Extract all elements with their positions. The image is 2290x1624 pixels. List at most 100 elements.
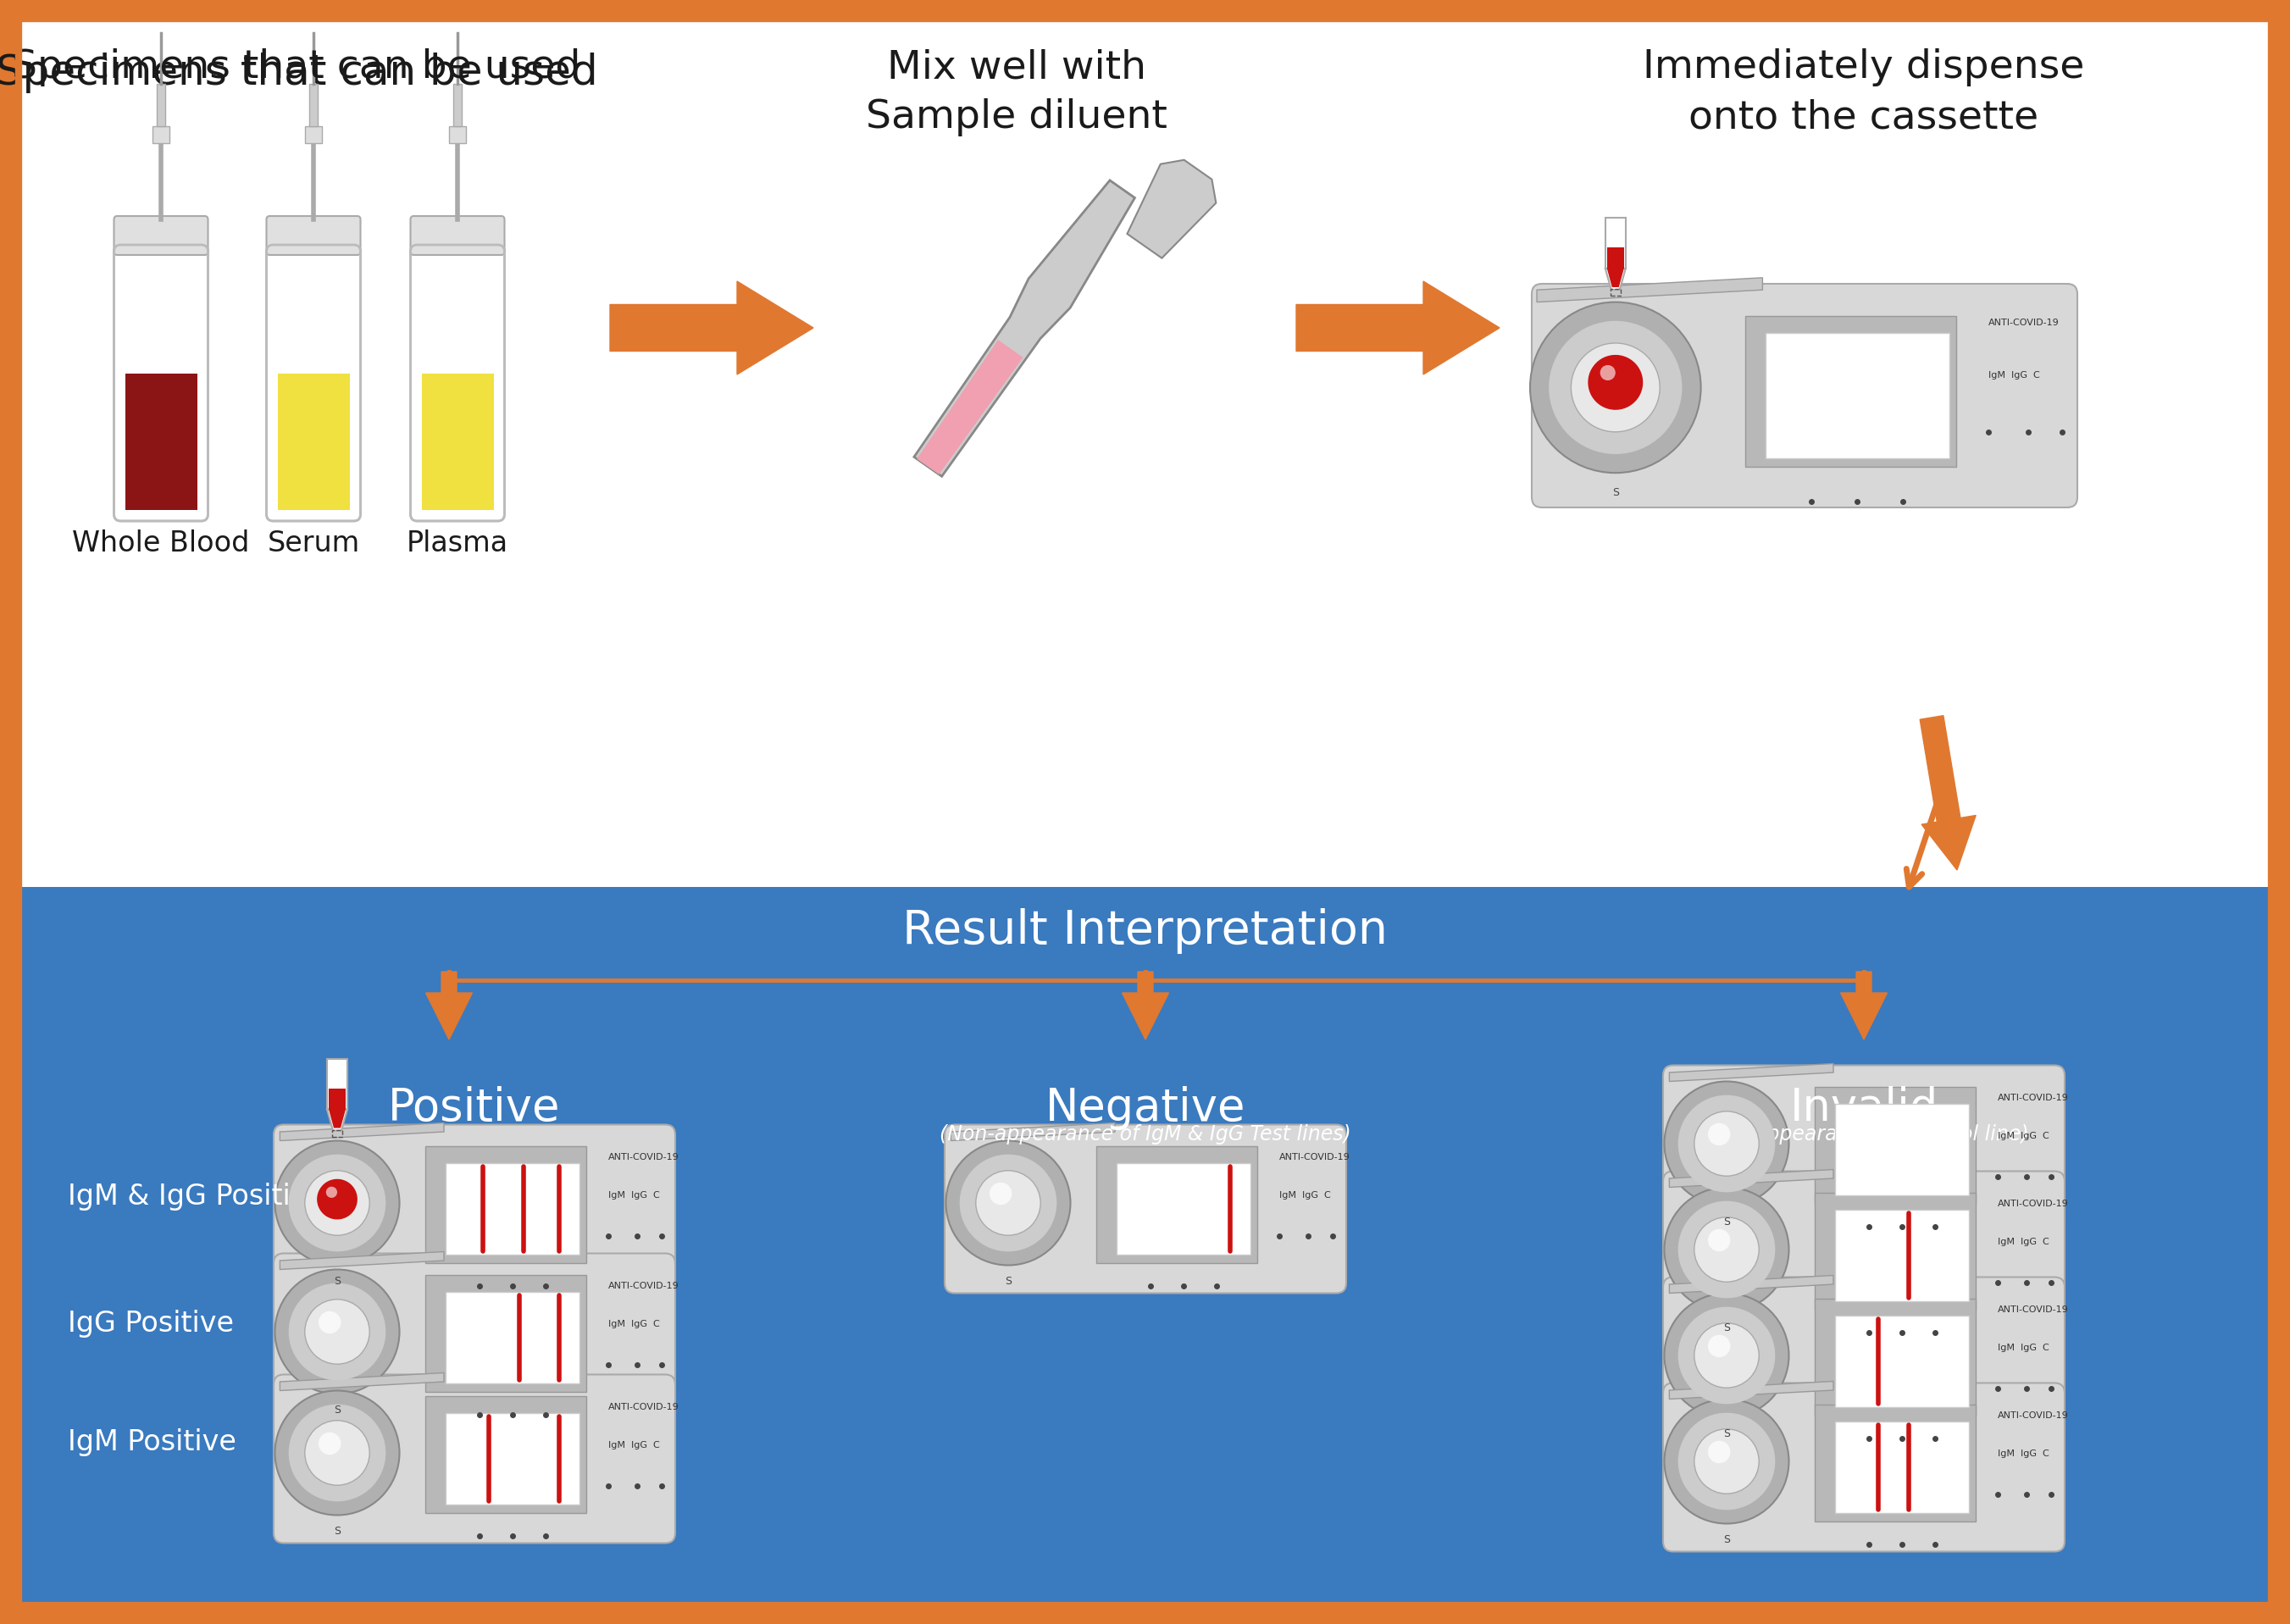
Circle shape: [1665, 1082, 1788, 1207]
Circle shape: [1665, 1400, 1788, 1523]
FancyArrow shape: [1296, 281, 1500, 375]
Circle shape: [289, 1283, 385, 1380]
Text: (Non-appearance of IgM & IgG Test lines): (Non-appearance of IgM & IgG Test lines): [939, 1124, 1351, 1145]
Polygon shape: [426, 1275, 586, 1392]
Circle shape: [275, 1270, 398, 1393]
Bar: [330, 1088, 346, 1109]
Text: IgM  IgG  C: IgM IgG C: [607, 1190, 660, 1200]
Bar: [1834, 1210, 1969, 1301]
FancyArrow shape: [1122, 971, 1168, 1039]
Bar: [1610, 289, 1621, 296]
Text: S: S: [1612, 487, 1619, 499]
Polygon shape: [318, 1179, 357, 1220]
Bar: [1834, 1315, 1969, 1408]
Polygon shape: [1537, 278, 1763, 302]
Polygon shape: [914, 180, 1136, 476]
Circle shape: [1665, 1187, 1788, 1312]
FancyBboxPatch shape: [1532, 284, 2077, 507]
Text: Plasma: Plasma: [408, 529, 508, 557]
Text: ANTI-COVID-19: ANTI-COVID-19: [607, 1281, 678, 1289]
FancyBboxPatch shape: [266, 245, 360, 521]
Circle shape: [1589, 359, 1621, 390]
Text: S: S: [1005, 1275, 1012, 1286]
Text: IgM  IgG  C: IgM IgG C: [1997, 1237, 2050, 1246]
Bar: [18, 887, 2272, 1606]
Bar: [126, 374, 197, 510]
Polygon shape: [279, 1372, 444, 1390]
Bar: [327, 1059, 348, 1109]
FancyBboxPatch shape: [114, 245, 208, 521]
Circle shape: [1571, 343, 1660, 432]
Circle shape: [1695, 1111, 1759, 1176]
Circle shape: [1679, 1413, 1775, 1510]
Circle shape: [1665, 1293, 1788, 1418]
Circle shape: [289, 1405, 385, 1502]
Bar: [1766, 333, 1949, 458]
FancyBboxPatch shape: [1663, 1384, 2066, 1551]
Text: IgM  IgG  C: IgM IgG C: [1997, 1132, 2050, 1140]
Text: S: S: [334, 1525, 341, 1536]
FancyBboxPatch shape: [946, 1124, 1347, 1293]
Bar: [1834, 1421, 1969, 1514]
Polygon shape: [279, 1122, 444, 1140]
Polygon shape: [1669, 1382, 1834, 1400]
Text: IgM  IgG  C: IgM IgG C: [607, 1440, 660, 1450]
Circle shape: [275, 1140, 398, 1265]
Circle shape: [960, 1155, 1056, 1252]
Polygon shape: [1816, 1299, 1976, 1416]
Text: ANTI-COVID-19: ANTI-COVID-19: [607, 1403, 678, 1411]
Text: IgM  IgG  C: IgM IgG C: [1278, 1190, 1330, 1200]
Polygon shape: [1816, 1086, 1976, 1203]
Text: ANTI-COVID-19: ANTI-COVID-19: [1997, 1199, 2068, 1208]
Circle shape: [946, 1140, 1069, 1265]
FancyBboxPatch shape: [1663, 1276, 2066, 1445]
Polygon shape: [1816, 1192, 1976, 1311]
Text: Positive: Positive: [389, 1086, 561, 1130]
Bar: [332, 1130, 341, 1137]
Circle shape: [318, 1182, 341, 1205]
Circle shape: [1530, 302, 1701, 473]
Text: Specimens that can be used: Specimens that can be used: [0, 52, 598, 93]
Text: ANTI-COVID-19: ANTI-COVID-19: [607, 1153, 678, 1161]
FancyArrow shape: [609, 281, 813, 375]
Polygon shape: [1589, 356, 1642, 409]
Circle shape: [1695, 1216, 1759, 1281]
Text: Negative: Negative: [1044, 1086, 1246, 1130]
Bar: [153, 127, 169, 143]
Bar: [447, 1291, 579, 1384]
Text: ANTI-COVID-19: ANTI-COVID-19: [1988, 318, 2059, 326]
Text: IgM  IgG  C: IgM IgG C: [1997, 1343, 2050, 1353]
Bar: [1834, 1104, 1969, 1195]
Bar: [453, 84, 463, 127]
Text: Whole Blood: Whole Blood: [73, 529, 250, 557]
Polygon shape: [916, 339, 1024, 474]
Bar: [1605, 218, 1626, 268]
Text: IgM  IgG  C: IgM IgG C: [607, 1320, 660, 1328]
Polygon shape: [1605, 268, 1626, 289]
Circle shape: [1695, 1324, 1759, 1389]
Text: IgM  IgG  C: IgM IgG C: [1988, 372, 2040, 380]
Circle shape: [1708, 1335, 1731, 1358]
Bar: [1608, 247, 1624, 268]
Circle shape: [325, 1187, 337, 1199]
Bar: [449, 127, 465, 143]
Text: ANTI-COVID-19: ANTI-COVID-19: [1278, 1153, 1349, 1161]
Circle shape: [305, 1421, 369, 1486]
FancyBboxPatch shape: [273, 1374, 676, 1543]
Text: Serum: Serum: [268, 529, 360, 557]
Text: Result Interpretation: Result Interpretation: [902, 908, 1388, 953]
Text: IgG Positive: IgG Positive: [69, 1309, 234, 1337]
FancyBboxPatch shape: [266, 216, 360, 255]
Bar: [447, 1413, 579, 1505]
Text: Immediately dispense
onto the cassette: Immediately dispense onto the cassette: [1642, 49, 2084, 136]
Circle shape: [305, 1171, 369, 1236]
Text: IgM  IgG  C: IgM IgG C: [1997, 1450, 2050, 1458]
FancyBboxPatch shape: [410, 245, 504, 521]
Text: ANTI-COVID-19: ANTI-COVID-19: [1997, 1093, 2068, 1101]
Circle shape: [1679, 1307, 1775, 1405]
Bar: [1118, 1163, 1250, 1255]
Circle shape: [1708, 1229, 1731, 1252]
Circle shape: [318, 1432, 341, 1455]
Text: S: S: [1722, 1322, 1729, 1333]
Circle shape: [289, 1155, 385, 1252]
